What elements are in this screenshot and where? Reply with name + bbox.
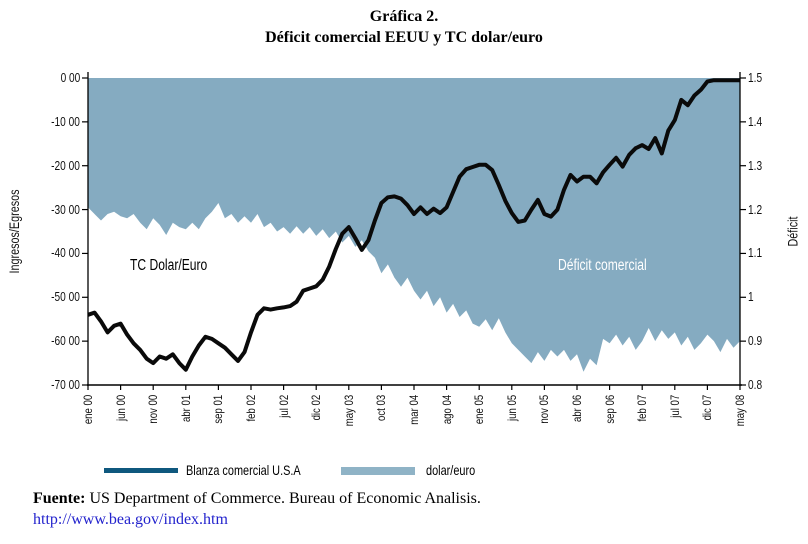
right-tick-label: 1.5 xyxy=(748,70,763,85)
annotation-tc-dolar-euro: TC Dolar/Euro xyxy=(130,257,208,274)
left-tick-label: -20 00 xyxy=(51,157,80,173)
right-tick-label: 1 xyxy=(748,289,754,305)
chart-title: Gráfica 2. Déficit comercial EEUU y TC d… xyxy=(0,8,808,47)
source-text-line: Fuente: US Department of Commerce. Burea… xyxy=(33,490,773,508)
left-tick-label: -70 00 xyxy=(51,377,80,392)
right-tick-label: 1.1 xyxy=(748,245,763,261)
chart-title-line1: Gráfica 2. xyxy=(369,8,439,25)
right-tick-label: 0.8 xyxy=(748,377,763,392)
left-tick-label: -40 00 xyxy=(51,245,80,261)
source-note: Fuente: US Department of Commerce. Burea… xyxy=(33,490,773,529)
right-tick-label: 1.3 xyxy=(748,157,763,173)
left-tick-label: -60 00 xyxy=(51,333,80,349)
right-tick-label: 1.2 xyxy=(748,201,763,217)
legend-area-swatch xyxy=(341,467,415,475)
left-tick-label: -50 00 xyxy=(51,289,80,305)
chart-title-line2: Déficit comercial EEUU y TC dolar/euro xyxy=(265,29,543,46)
annotation-deficit-comercial: Déficit comercial xyxy=(558,257,647,274)
x-tick-label: may 08 xyxy=(733,394,747,427)
left-tick-label: -30 00 xyxy=(51,201,80,217)
source-link-line: http://www.bea.gov/index.htm xyxy=(33,511,773,529)
source-link[interactable]: http://www.bea.gov/index.htm xyxy=(33,511,228,528)
source-label: Fuente: xyxy=(33,490,86,507)
left-tick-label: 0 00 xyxy=(60,70,80,85)
legend-label-dolar-euro: dolar/euro xyxy=(426,462,476,478)
legend-line-swatch xyxy=(104,468,178,473)
right-tick-label: 0.9 xyxy=(748,333,763,349)
legend-label-blanza-comercial: Blanza comercial U.S.A xyxy=(186,462,301,478)
source-text: US Department of Commerce. Bureau of Eco… xyxy=(85,490,481,507)
right-tick-label: 1.4 xyxy=(748,113,763,129)
left-tick-label: -10 00 xyxy=(51,113,80,129)
